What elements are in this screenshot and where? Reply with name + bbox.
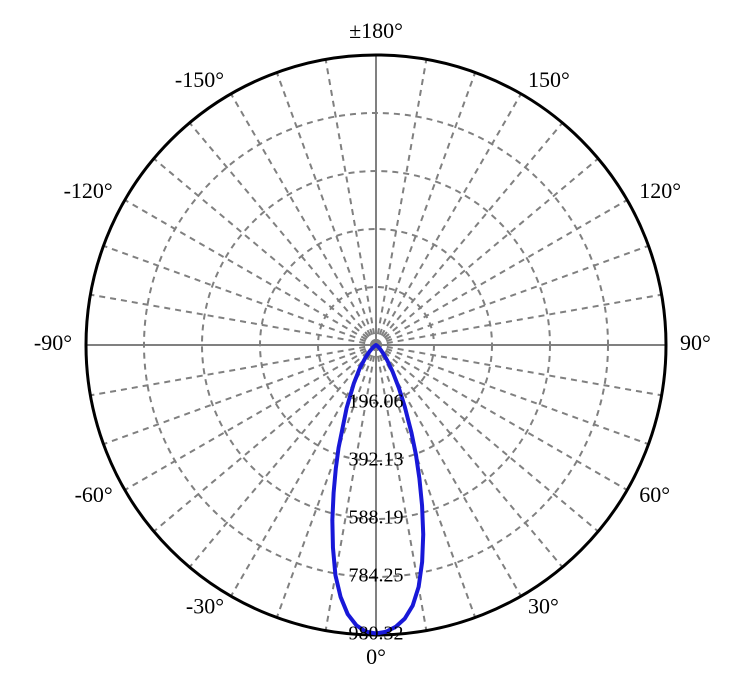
angle-spoke <box>154 159 376 345</box>
angle-label: ±180° <box>349 18 403 43</box>
angle-spoke <box>376 123 562 345</box>
angle-spoke <box>125 200 376 345</box>
radial-tick-label: 196.06 <box>349 391 404 413</box>
radial-tick-label: 392.13 <box>349 449 404 471</box>
angle-label: 90° <box>680 330 711 355</box>
angle-label: -90° <box>34 330 72 355</box>
angle-label: 0° <box>366 644 386 669</box>
angle-label: -30° <box>186 593 224 618</box>
angle-spoke <box>376 345 562 567</box>
angle-label: -60° <box>75 482 113 507</box>
angle-label: 60° <box>639 482 670 507</box>
angle-spoke <box>103 345 376 444</box>
angle-spoke <box>277 72 376 345</box>
polar-chart: 196.06 392.13 588.19 784.25 980.320° 30° 60° 90… <box>0 0 752 690</box>
angle-label: 120° <box>639 178 681 203</box>
angle-label: 30° <box>528 593 559 618</box>
angle-label: -120° <box>64 178 113 203</box>
angle-spoke <box>376 200 627 345</box>
angle-spoke <box>190 123 376 345</box>
angle-spoke <box>376 94 521 345</box>
angle-label: 150° <box>528 67 570 92</box>
angle-spoke <box>376 345 627 490</box>
radial-tick-label: 784.25 <box>349 565 404 587</box>
angle-spoke <box>376 159 598 345</box>
radial-tick-label: 980.32 <box>349 623 404 645</box>
angle-spoke <box>376 72 475 345</box>
data-series <box>332 345 423 633</box>
angle-label: -150° <box>175 67 224 92</box>
angle-spoke <box>231 94 376 345</box>
angle-spoke <box>125 345 376 490</box>
radial-tick-label: 588.19 <box>349 507 404 529</box>
angle-spoke <box>154 345 376 531</box>
angle-spoke <box>376 345 598 531</box>
angle-spoke <box>103 246 376 345</box>
